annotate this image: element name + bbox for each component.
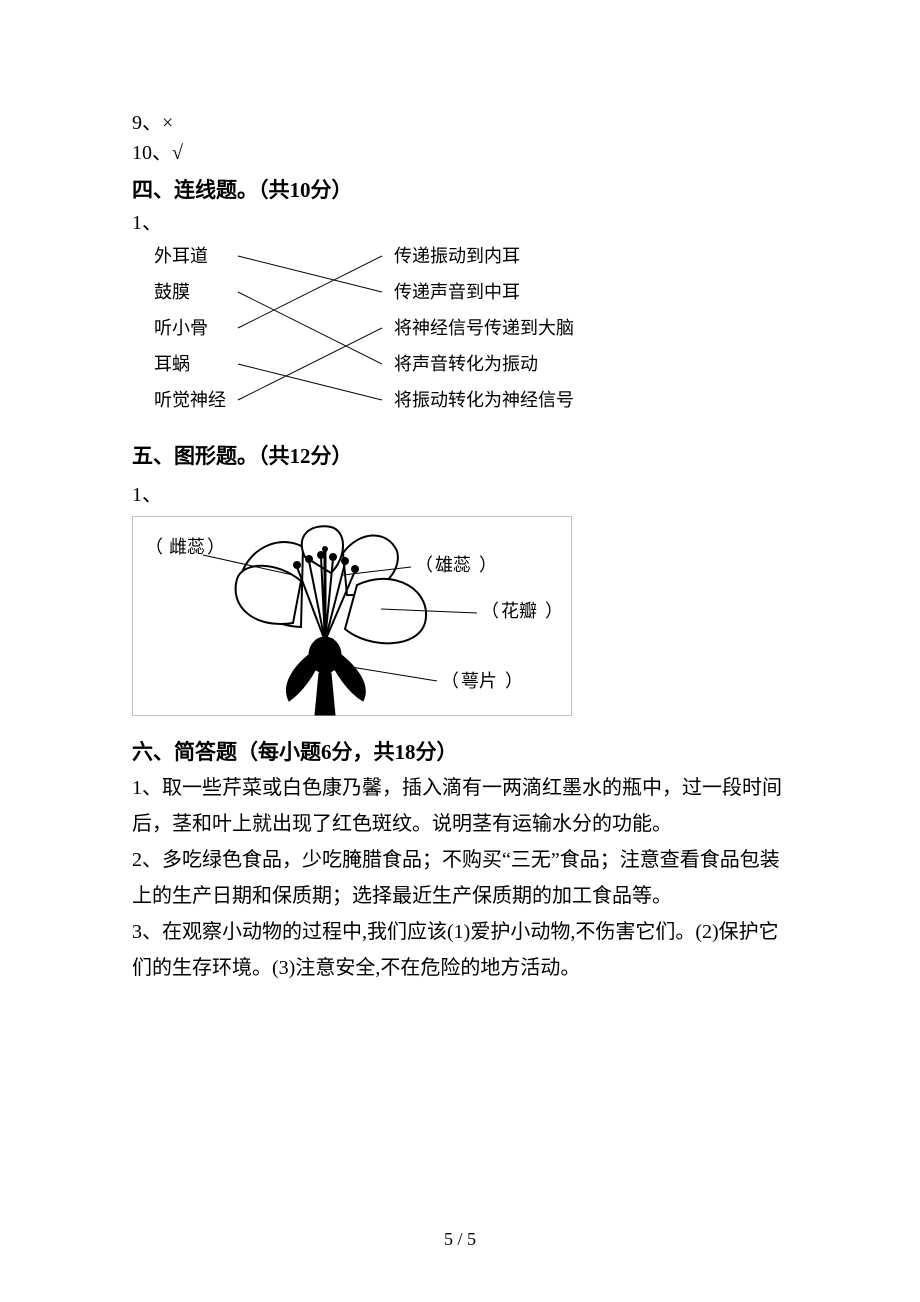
flower-label-paren: （ [481, 601, 499, 621]
flower-label-text: 花瓣 [501, 601, 537, 621]
flower-ovary [309, 637, 341, 673]
flower-diagram-box: （雌蕊）（雄蕊）（花瓣）（萼片） [132, 516, 572, 716]
matching-left-item: 耳蜗 [154, 354, 190, 374]
flower-receptacle [315, 673, 335, 715]
section-5-heading: 五、图形题。（共12分） [132, 438, 788, 474]
flower-stamen-anther [341, 557, 349, 565]
flower-label-paren: （ [415, 555, 433, 575]
matching-right-item: 将振动转化为神经信号 [394, 390, 574, 410]
flower-label-text: 雄蕊 [435, 555, 471, 575]
flower-diagram: （雌蕊）（雄蕊）（花瓣）（萼片） [133, 517, 573, 717]
flower-stamen-anther [329, 553, 337, 561]
flower-pistil-stigma [322, 546, 328, 552]
flower-label-paren: ） [505, 671, 523, 691]
page-footer: 5 / 5 [0, 1229, 920, 1250]
section-6-heading: 六、简答题（每小题6分，共18分） [132, 734, 788, 770]
flower-stamen-anther [305, 555, 313, 563]
matching-right-item: 传递振动到内耳 [394, 246, 520, 266]
flower-label-paren: （ [145, 537, 163, 557]
tf-answer-10: 10、√ [132, 138, 788, 168]
flower-label-paren: （ [441, 671, 459, 691]
matching-left-item: 听小骨 [154, 318, 208, 338]
section-6-a2: 2、多吃绿色食品，少吃腌腊食品；不购买“三无”食品；注意查看食品包装上的生产日期… [132, 842, 788, 914]
matching-line [238, 256, 382, 292]
page-content: 9、× 10、√ 四、连线题。（共10分） 1、 外耳道鼓膜听小骨耳蜗听觉神经 传… [0, 0, 920, 986]
flower-label-paren: ） [479, 555, 497, 575]
matching-left-item: 听觉神经 [154, 390, 226, 410]
matching-line [238, 292, 382, 364]
section-5-q1: 1、 [132, 480, 788, 510]
flower-label-text: 萼片 [461, 671, 497, 691]
matching-left-item: 鼓膜 [154, 282, 190, 302]
flower-label-paren: ） [545, 601, 563, 621]
matching-diagram: 外耳道鼓膜听小骨耳蜗听觉神经 传递振动到内耳传递声音到中耳将神经信号传递到大脑将声… [132, 240, 632, 428]
flower-leader-line [351, 667, 437, 681]
matching-right-item: 传递声音到中耳 [394, 282, 520, 302]
tf-answer-9: 9、× [132, 108, 788, 138]
matching-right-item: 将神经信号传递到大脑 [394, 318, 574, 338]
flower-label-paren: ） [207, 537, 225, 557]
section-6-answers: 1、取一些芹菜或白色康乃馨，插入滴有一两滴红墨水的瓶中，过一段时间后，茎和叶上就… [132, 770, 788, 986]
flower-stamen-anther [351, 565, 359, 573]
matching-line [238, 364, 382, 400]
section-4-q1: 1、 [132, 208, 788, 238]
flower-label-text: 雌蕊 [169, 537, 205, 557]
flower-stamen-anther [293, 561, 301, 569]
flower-petal [345, 579, 426, 643]
section-6-a1: 1、取一些芹菜或白色康乃馨，插入滴有一两滴红墨水的瓶中，过一段时间后，茎和叶上就… [132, 770, 788, 842]
matching-left-item: 外耳道 [154, 246, 208, 266]
section-6-a3: 3、在观察小动物的过程中,我们应该(1)爱护小动物,不伤害它们。(2)保护它们的… [132, 914, 788, 986]
section-4-heading: 四、连线题。（共10分） [132, 172, 788, 208]
matching-line [238, 328, 382, 400]
matching-line [238, 256, 382, 328]
matching-right-item: 将声音转化为振动 [394, 354, 538, 374]
